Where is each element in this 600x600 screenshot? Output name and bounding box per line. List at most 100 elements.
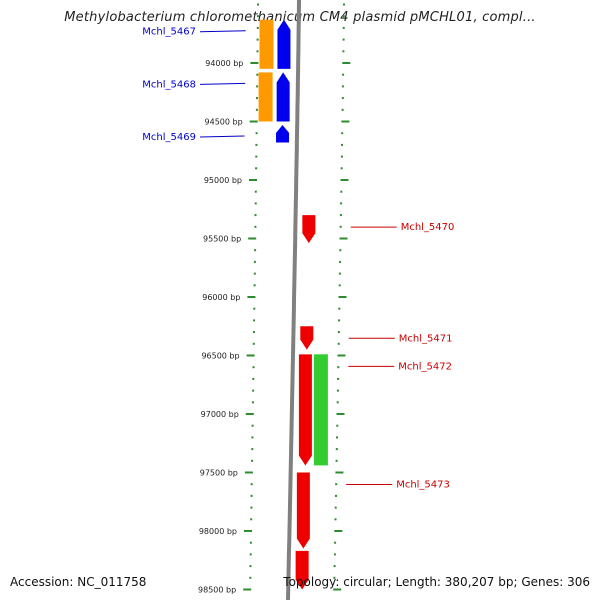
axis-tick-label: 95500 bp [203,235,241,244]
major-tick-right [342,62,351,64]
accession-text: Accession: NC_011758 [10,575,147,589]
minor-tick-left [251,459,254,462]
minor-tick-left [253,307,256,310]
minor-tick-right [342,50,345,53]
topology-summary: Topology: circular; Length: 380,207 bp; … [283,575,590,589]
minor-tick-left [250,494,253,497]
gene-label-leader [199,82,246,85]
major-tick-right [333,588,342,591]
minor-tick-right [339,260,342,263]
minor-tick-left [251,448,254,451]
minor-tick-right [337,342,340,345]
minor-tick-left [257,3,259,6]
gene-arrow-mchl-5470[interactable] [302,215,316,244]
axis-tick-label: 94000 bp [205,59,243,68]
minor-tick-right [336,424,339,427]
minor-tick-right [342,73,345,76]
gene-arrow-mchl-5467[interactable] [277,19,291,69]
major-tick-left [246,354,255,357]
gene-label[interactable]: Mchl_5467 [142,27,196,38]
gene-label-leader [199,135,245,138]
gene-label[interactable]: Mchl_5473 [396,480,450,491]
axis-tick-label: 96000 bp [202,293,240,302]
minor-tick-right [337,366,340,369]
minor-tick-right [338,319,341,322]
minor-tick-right [335,448,338,451]
gene-label[interactable]: Mchl_5471 [399,333,453,344]
major-tick-right [334,530,343,532]
minor-tick-right [333,576,336,579]
gene-arrow-mchl-5472[interactable] [298,354,312,466]
minor-tick-left [250,518,253,521]
tick-layer: 94000 bp 94500 bp 95000 bp 95500 bp 96000 bp… [198,3,351,595]
minor-tick-right [333,565,336,568]
minor-tick-right [336,436,338,439]
gene-label[interactable]: Mchl_5472 [398,361,452,372]
major-tick-right [339,237,348,240]
gene-layer [258,19,328,590]
minor-tick-left [256,26,259,29]
gene-label[interactable]: Mchl_5468 [142,79,196,90]
gene-arrow-mchl-5473[interactable] [296,472,310,549]
minor-tick-right [343,3,345,6]
axis-tick-label: 94500 bp [205,118,243,127]
minor-tick-left [250,506,253,509]
major-tick-left [243,588,252,591]
green-feature-block[interactable] [313,354,328,466]
major-tick-left [244,530,252,532]
minor-tick-left [255,167,258,170]
minor-tick-right [339,249,342,252]
minor-tick-left [250,483,253,486]
major-tick-left [249,120,258,123]
minor-tick-right [341,108,344,111]
minor-tick-right [340,167,343,170]
minor-tick-left [254,249,257,252]
minor-tick-left [255,143,258,146]
minor-tick-left [249,553,252,556]
minor-tick-left [253,284,256,287]
major-tick-right [341,120,350,123]
minor-tick-left [252,389,255,392]
minor-tick-right [334,541,337,544]
minor-tick-left [256,50,259,53]
minor-tick-right [340,155,343,158]
minor-tick-right [338,284,341,287]
orange-feature-block[interactable] [259,19,274,69]
axis-tick-label: 95000 bp [204,176,242,185]
minor-tick-left [252,331,255,334]
gene-label[interactable]: Mchl_5470 [401,222,455,233]
minor-tick-right [341,85,344,88]
minor-tick-right [334,506,337,509]
minor-tick-left [256,85,259,88]
minor-tick-right [334,518,337,521]
minor-tick-left [256,15,259,18]
minor-tick-right [337,377,340,380]
minor-tick-left [252,342,255,345]
minor-tick-left [254,202,257,205]
minor-tick-left [255,155,258,158]
gene-label-leader [199,30,246,33]
minor-tick-right [335,459,338,462]
gene-arrow-partial[interactable] [295,550,309,590]
gene-arrow-mchl-5469[interactable] [276,125,290,143]
major-tick-right [335,471,344,474]
minor-tick-left [252,366,255,369]
minor-tick-right [341,97,344,100]
minor-tick-right [339,225,342,228]
minor-tick-right [340,202,343,205]
minor-tick-right [336,389,339,392]
minor-tick-right [341,132,344,135]
gene-arrow-mchl-5468[interactable] [276,72,290,122]
minor-tick-left [254,190,257,193]
orange-feature-block[interactable] [258,72,273,122]
major-tick-right [336,413,345,415]
minor-tick-left [251,401,254,404]
axis-tick-label: 98500 bp [198,586,236,595]
gene-arrow-mchl-5471[interactable] [300,326,314,350]
major-tick-left [250,62,259,64]
gene-label[interactable]: Mchl_5469 [142,132,196,143]
minor-tick-left [251,424,254,427]
minor-tick-left [254,214,257,217]
major-tick-right [338,296,347,298]
